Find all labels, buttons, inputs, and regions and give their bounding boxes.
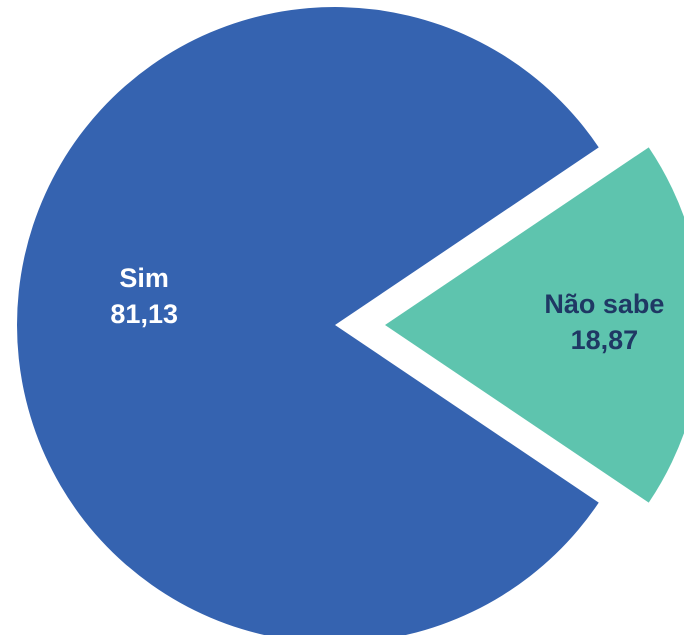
pie-slice: [16, 7, 599, 635]
slice-value-label: 81,13: [110, 299, 178, 329]
slice-value-label: 18,87: [571, 325, 639, 355]
pie-slice: [385, 147, 684, 503]
slice-label: Sim: [119, 263, 169, 293]
slice-label: Não sabe: [544, 289, 664, 319]
